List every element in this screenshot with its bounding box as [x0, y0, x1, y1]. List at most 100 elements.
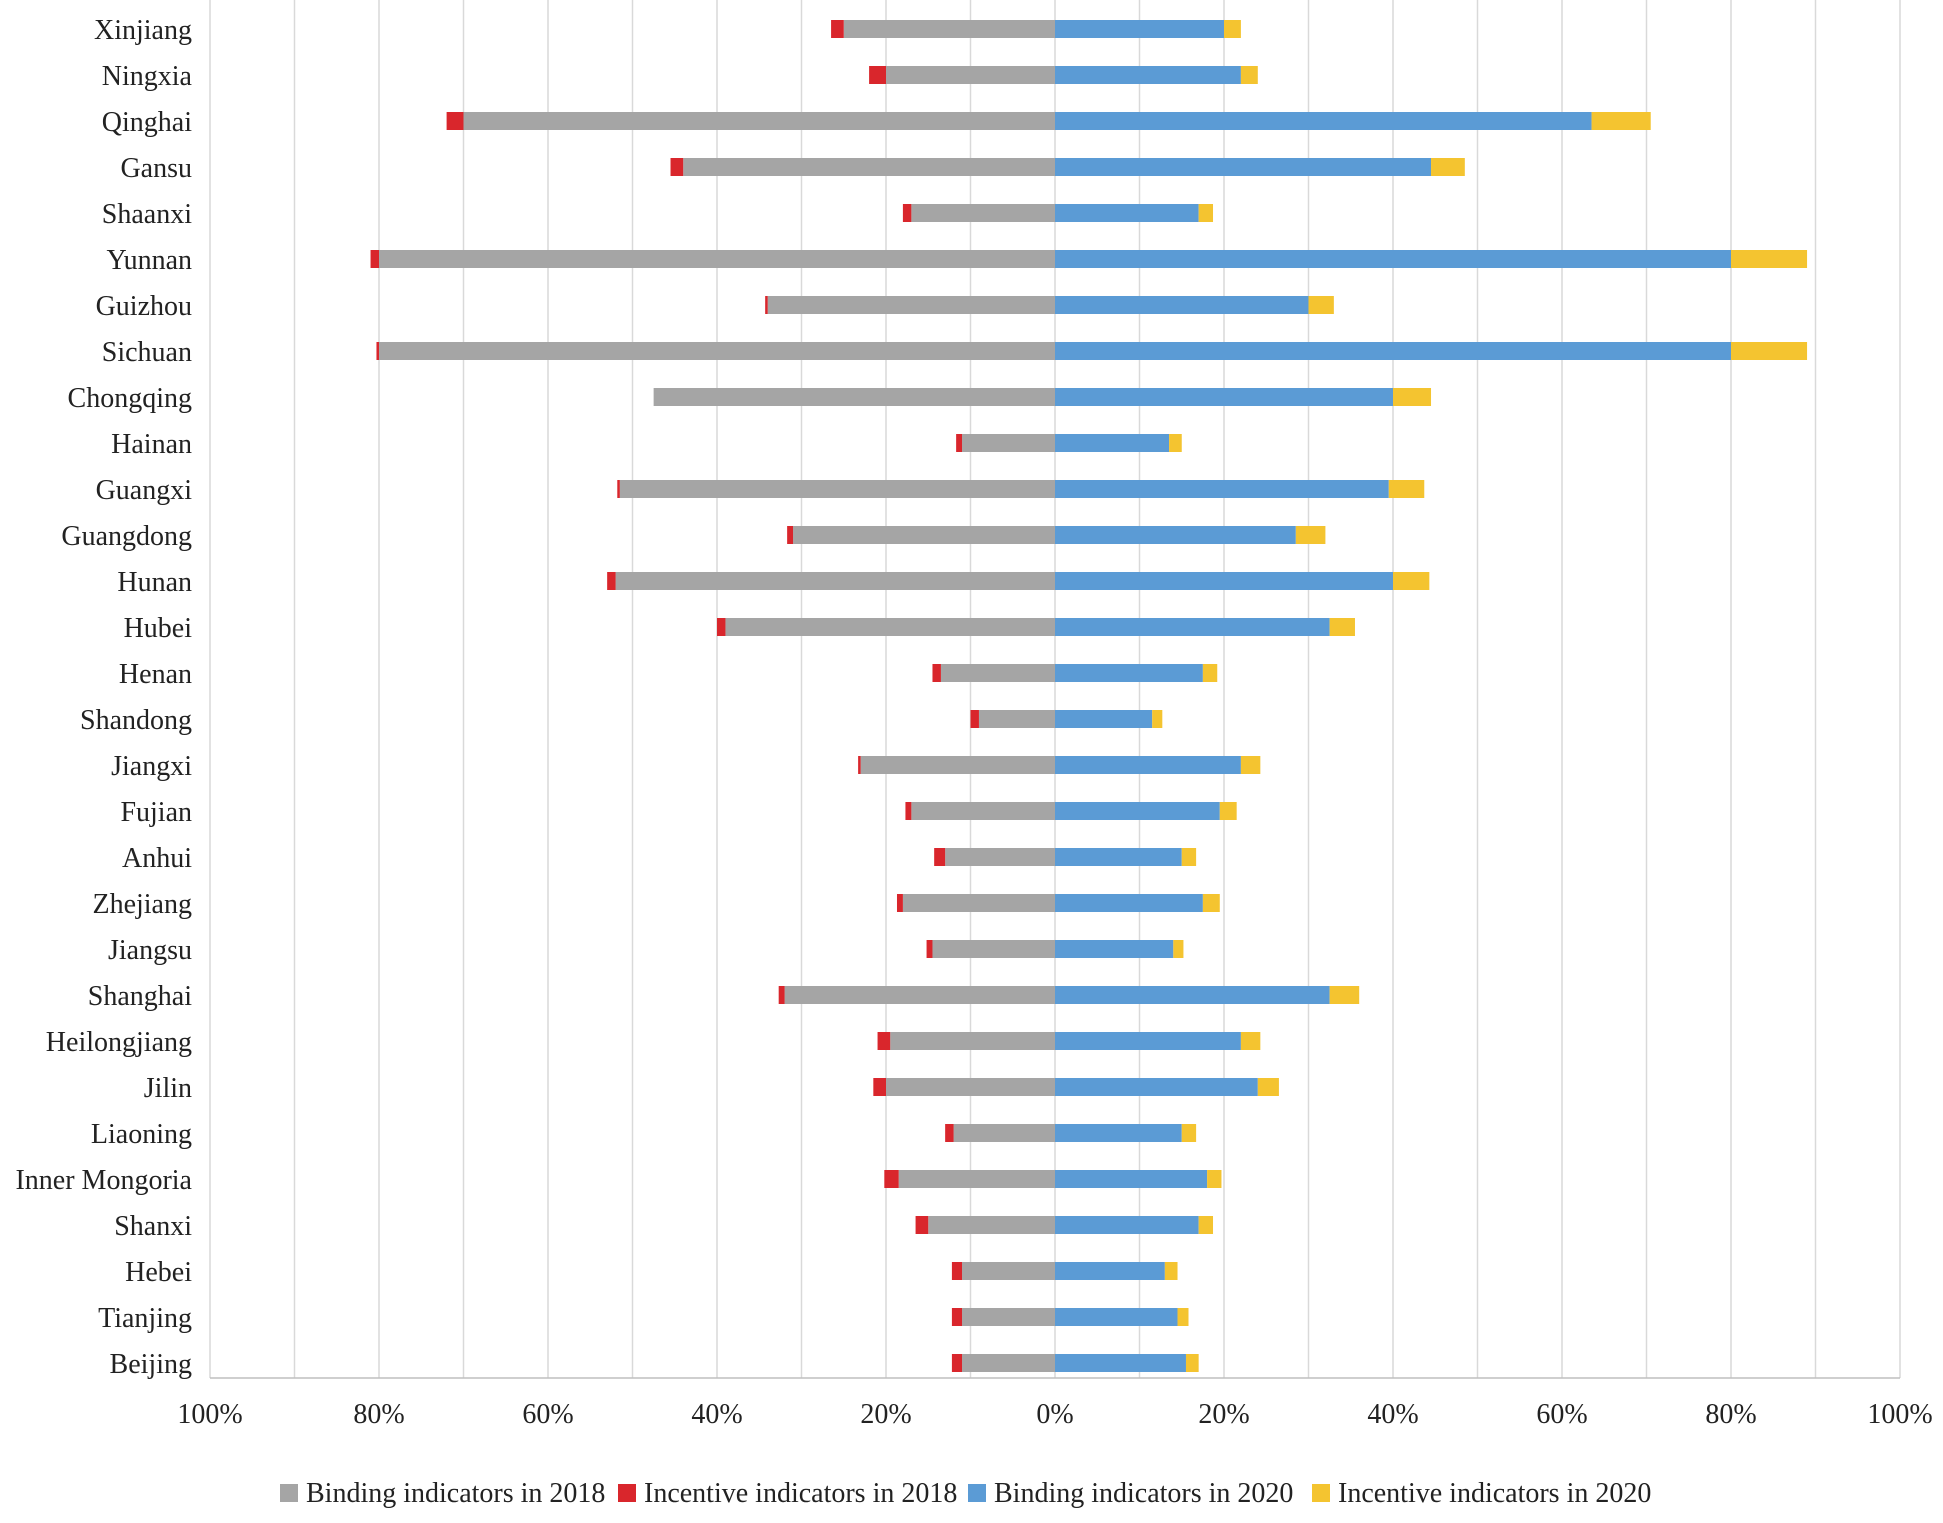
bar-incentive-indicators-in-2020-zhejiang [1202, 894, 1220, 912]
category-label: Hainan [111, 429, 192, 460]
bar-incentive-indicators-in-2020-shanghai [1329, 986, 1360, 1004]
bar-incentive-indicators-in-2020-henan [1202, 664, 1218, 682]
category-label: Jilin [144, 1073, 192, 1104]
bar-binding-indicators-in-2018-chongqing [653, 388, 1055, 406]
category-label: Hebei [125, 1257, 192, 1288]
bar-binding-indicators-in-2018-xinjiang [843, 20, 1055, 38]
bar-binding-indicators-in-2020-shanxi [1055, 1216, 1199, 1234]
bar-incentive-indicators-in-2018-gansu [670, 158, 684, 176]
bar-binding-indicators-in-2020-henan [1055, 664, 1203, 682]
bar-incentive-indicators-in-2020-hebei [1164, 1262, 1178, 1280]
bar-incentive-indicators-in-2020-gansu [1431, 158, 1465, 176]
bar-binding-indicators-in-2020-anhui [1055, 848, 1182, 866]
bar-incentive-indicators-in-2020-yunnan [1731, 250, 1808, 268]
bar-binding-indicators-in-2018-guizhou [767, 296, 1055, 314]
bar-incentive-indicators-in-2020-xinjiang [1224, 20, 1241, 38]
grid-lines [209, 0, 1901, 1379]
bar-incentive-indicators-in-2018-inner-mongoria [884, 1170, 899, 1188]
bars [370, 20, 1808, 1372]
category-label: Zhejiang [92, 889, 192, 920]
bar-binding-indicators-in-2020-guizhou [1055, 296, 1309, 314]
legend: Binding indicators in 2018 Incentive indi… [280, 1478, 1651, 1509]
category-label: Chongqing [68, 383, 192, 414]
bar-incentive-indicators-in-2018-guangdong [787, 526, 794, 544]
x-tick-label: 60% [1536, 1399, 1587, 1430]
bar-incentive-indicators-in-2020-beijing [1185, 1354, 1199, 1372]
category-label: Guangdong [61, 521, 192, 552]
bar-binding-indicators-in-2020-shandong [1055, 710, 1153, 728]
bar-incentive-indicators-in-2020-anhui [1181, 848, 1197, 866]
bar-binding-indicators-in-2020-beijing [1055, 1354, 1186, 1372]
bar-binding-indicators-in-2018-gansu [683, 158, 1055, 176]
bar-incentive-indicators-in-2018-shandong [970, 710, 979, 728]
bar-incentive-indicators-in-2018-jiangxi [858, 756, 861, 774]
category-label: Yunnan [106, 245, 192, 276]
x-tick-label: 80% [353, 1399, 404, 1430]
category-label: Heilongjiang [46, 1027, 192, 1058]
bar-incentive-indicators-in-2020-jiangsu [1173, 940, 1184, 958]
bar-incentive-indicators-in-2018-yunnan [370, 250, 379, 268]
legend-swatch [968, 1484, 986, 1502]
bar-binding-indicators-in-2018-beijing [962, 1354, 1055, 1372]
bar-binding-indicators-in-2020-zhejiang [1055, 894, 1203, 912]
bar-binding-indicators-in-2018-ningxia [886, 66, 1055, 84]
bar-incentive-indicators-in-2018-heilongjiang [877, 1032, 891, 1050]
bar-incentive-indicators-in-2018-sichuan [376, 342, 379, 360]
legend-swatch [618, 1484, 636, 1502]
bar-binding-indicators-in-2020-hainan [1055, 434, 1170, 452]
bar-incentive-indicators-in-2018-ningxia [869, 66, 886, 84]
bar-binding-indicators-in-2020-guangdong [1055, 526, 1296, 544]
bar-incentive-indicators-in-2018-fujian [905, 802, 912, 820]
category-label: Hunan [117, 567, 192, 598]
category-label: Tianjing [98, 1303, 192, 1334]
bar-binding-indicators-in-2018-shandong [978, 710, 1055, 728]
bar-incentive-indicators-in-2018-hubei [717, 618, 726, 636]
bar-binding-indicators-in-2020-xinjiang [1055, 20, 1224, 38]
bar-incentive-indicators-in-2020-sichuan [1731, 342, 1808, 360]
x-tick-label: 20% [860, 1399, 911, 1430]
bar-binding-indicators-in-2018-shanxi [928, 1216, 1055, 1234]
bar-binding-indicators-in-2018-zhejiang [902, 894, 1055, 912]
x-tick-label: 40% [1367, 1399, 1418, 1430]
legend-label: Binding indicators in 2018 [306, 1478, 605, 1509]
x-tick-label: 100% [177, 1399, 242, 1430]
bar-incentive-indicators-in-2020-inner-mongoria [1207, 1170, 1222, 1188]
category-label: Guangxi [96, 475, 193, 506]
bar-incentive-indicators-in-2020-tianjing [1177, 1308, 1189, 1326]
bar-binding-indicators-in-2020-hunan [1055, 572, 1393, 590]
bar-incentive-indicators-in-2020-shaanxi [1198, 204, 1214, 222]
category-label: Anhui [122, 843, 192, 874]
x-tick-label: 80% [1705, 1399, 1756, 1430]
bar-binding-indicators-in-2018-hubei [725, 618, 1055, 636]
x-tick-label: 0% [1036, 1399, 1073, 1430]
bar-incentive-indicators-in-2018-qinghai [446, 112, 464, 130]
bar-binding-indicators-in-2018-jiangxi [860, 756, 1055, 774]
bar-binding-indicators-in-2018-heilongjiang [890, 1032, 1055, 1050]
bar-incentive-indicators-in-2020-jiangxi [1240, 756, 1261, 774]
bar-binding-indicators-in-2018-henan [940, 664, 1055, 682]
bar-binding-indicators-in-2018-tianjing [962, 1308, 1055, 1326]
bar-incentive-indicators-in-2020-heilongjiang [1240, 1032, 1261, 1050]
bar-binding-indicators-in-2018-shaanxi [911, 204, 1055, 222]
category-label: Jiangsu [108, 935, 192, 966]
category-label: Jiangxi [111, 751, 192, 782]
bar-binding-indicators-in-2018-jilin [886, 1078, 1055, 1096]
bar-incentive-indicators-in-2020-hubei [1329, 618, 1355, 636]
category-label: Guizhou [96, 291, 192, 322]
bar-incentive-indicators-in-2018-hainan [956, 434, 963, 452]
x-tick-label: 40% [691, 1399, 742, 1430]
category-labels: Xinjiang Ningxia Qinghai Gansu Shaanxi Yunnan… [15, 15, 192, 1380]
bar-binding-indicators-in-2018-jiangsu [932, 940, 1055, 958]
bar-binding-indicators-in-2020-qinghai [1055, 112, 1592, 130]
bar-incentive-indicators-in-2020-ningxia [1240, 66, 1258, 84]
category-label: Qinghai [102, 107, 192, 138]
bar-incentive-indicators-in-2020-chongqing [1393, 388, 1432, 406]
bar-incentive-indicators-in-2018-hebei [951, 1262, 963, 1280]
bar-incentive-indicators-in-2018-guangxi [617, 480, 620, 498]
bar-binding-indicators-in-2020-fujian [1055, 802, 1220, 820]
bar-binding-indicators-in-2018-yunnan [379, 250, 1055, 268]
bar-binding-indicators-in-2018-hebei [962, 1262, 1055, 1280]
category-label: Henan [119, 659, 192, 690]
bar-incentive-indicators-in-2018-tianjing [951, 1308, 963, 1326]
